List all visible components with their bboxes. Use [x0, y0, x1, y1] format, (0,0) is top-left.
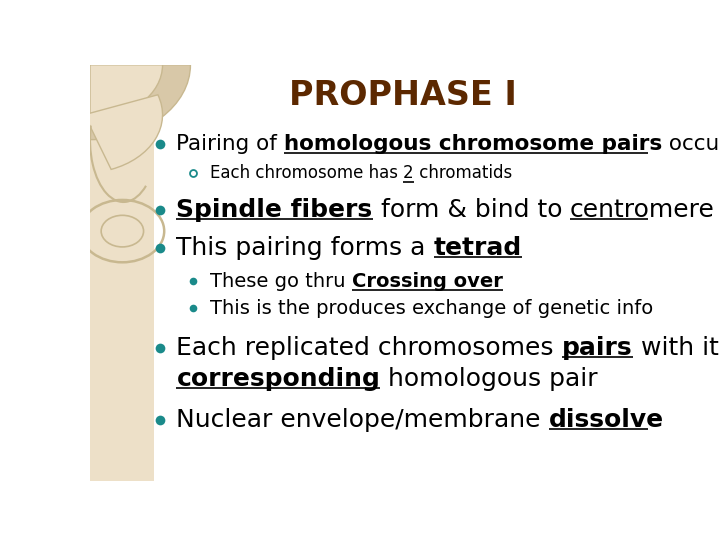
Text: Each replicated chromosomes: Each replicated chromosomes: [176, 335, 562, 360]
Text: with it: with it: [633, 335, 719, 360]
Text: tetrad: tetrad: [434, 236, 522, 260]
Wedge shape: [84, 95, 163, 170]
Text: Pairing of: Pairing of: [176, 134, 284, 154]
Text: homologous pair: homologous pair: [380, 367, 598, 391]
Text: chromatids: chromatids: [414, 164, 512, 182]
Text: This pairing forms a: This pairing forms a: [176, 236, 434, 260]
Text: Crossing over: Crossing over: [352, 272, 503, 291]
Text: Each chromosome has: Each chromosome has: [210, 164, 403, 182]
Text: form & bind to: form & bind to: [373, 198, 570, 222]
FancyBboxPatch shape: [90, 65, 154, 481]
Text: Spindle fibers: Spindle fibers: [176, 198, 373, 222]
Text: occurs: occurs: [662, 134, 720, 154]
Text: This is the produces exchange of genetic info: This is the produces exchange of genetic…: [210, 299, 653, 318]
Wedge shape: [90, 65, 190, 140]
Text: homologous chromosome pairs: homologous chromosome pairs: [284, 134, 662, 154]
Text: These go thru: These go thru: [210, 272, 352, 291]
Text: PROPHASE I: PROPHASE I: [289, 79, 516, 112]
Text: centromere: centromere: [570, 198, 715, 222]
Text: Nuclear envelope/membrane: Nuclear envelope/membrane: [176, 408, 549, 433]
Text: pairs: pairs: [562, 335, 633, 360]
Wedge shape: [90, 65, 163, 119]
Text: corresponding: corresponding: [176, 367, 380, 391]
Text: dissolve: dissolve: [549, 408, 664, 433]
Text: 2: 2: [403, 164, 414, 182]
